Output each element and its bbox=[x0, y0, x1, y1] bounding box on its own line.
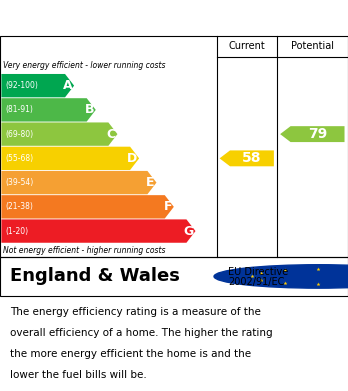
Polygon shape bbox=[1, 219, 196, 243]
Text: England & Wales: England & Wales bbox=[10, 267, 180, 285]
Text: Energy Efficiency Rating: Energy Efficiency Rating bbox=[60, 9, 288, 27]
Text: Current: Current bbox=[229, 41, 266, 52]
Text: 58: 58 bbox=[242, 151, 262, 165]
Text: Very energy efficient - lower running costs: Very energy efficient - lower running co… bbox=[3, 61, 166, 70]
Polygon shape bbox=[1, 122, 118, 146]
Text: The energy efficiency rating is a measure of the: The energy efficiency rating is a measur… bbox=[10, 307, 261, 317]
Text: (1-20): (1-20) bbox=[6, 226, 29, 235]
Text: (69-80): (69-80) bbox=[6, 130, 34, 139]
Text: 79: 79 bbox=[308, 127, 327, 141]
Text: (39-54): (39-54) bbox=[6, 178, 34, 187]
Polygon shape bbox=[1, 171, 157, 194]
Polygon shape bbox=[220, 151, 274, 166]
Text: lower the fuel bills will be.: lower the fuel bills will be. bbox=[10, 370, 147, 380]
Text: Not energy efficient - higher running costs: Not energy efficient - higher running co… bbox=[3, 246, 166, 255]
Text: (81-91): (81-91) bbox=[6, 106, 33, 115]
Text: G: G bbox=[183, 224, 194, 238]
Polygon shape bbox=[1, 74, 74, 97]
Text: F: F bbox=[164, 200, 172, 213]
Text: E: E bbox=[146, 176, 155, 189]
Text: (55-68): (55-68) bbox=[6, 154, 34, 163]
Text: EU Directive: EU Directive bbox=[228, 267, 288, 277]
Text: C: C bbox=[106, 127, 116, 141]
Polygon shape bbox=[1, 195, 174, 219]
Polygon shape bbox=[1, 147, 139, 170]
Text: the more energy efficient the home is and the: the more energy efficient the home is an… bbox=[10, 349, 252, 359]
Text: (92-100): (92-100) bbox=[6, 81, 38, 90]
Text: Potential: Potential bbox=[291, 41, 334, 52]
Text: overall efficiency of a home. The higher the rating: overall efficiency of a home. The higher… bbox=[10, 328, 273, 338]
Text: A: A bbox=[63, 79, 72, 92]
Text: (21-38): (21-38) bbox=[6, 202, 33, 211]
Text: 2002/91/EC: 2002/91/EC bbox=[228, 277, 284, 287]
Circle shape bbox=[214, 265, 348, 288]
Polygon shape bbox=[280, 126, 345, 142]
Text: D: D bbox=[127, 152, 137, 165]
Polygon shape bbox=[1, 98, 96, 122]
Text: B: B bbox=[85, 103, 94, 117]
